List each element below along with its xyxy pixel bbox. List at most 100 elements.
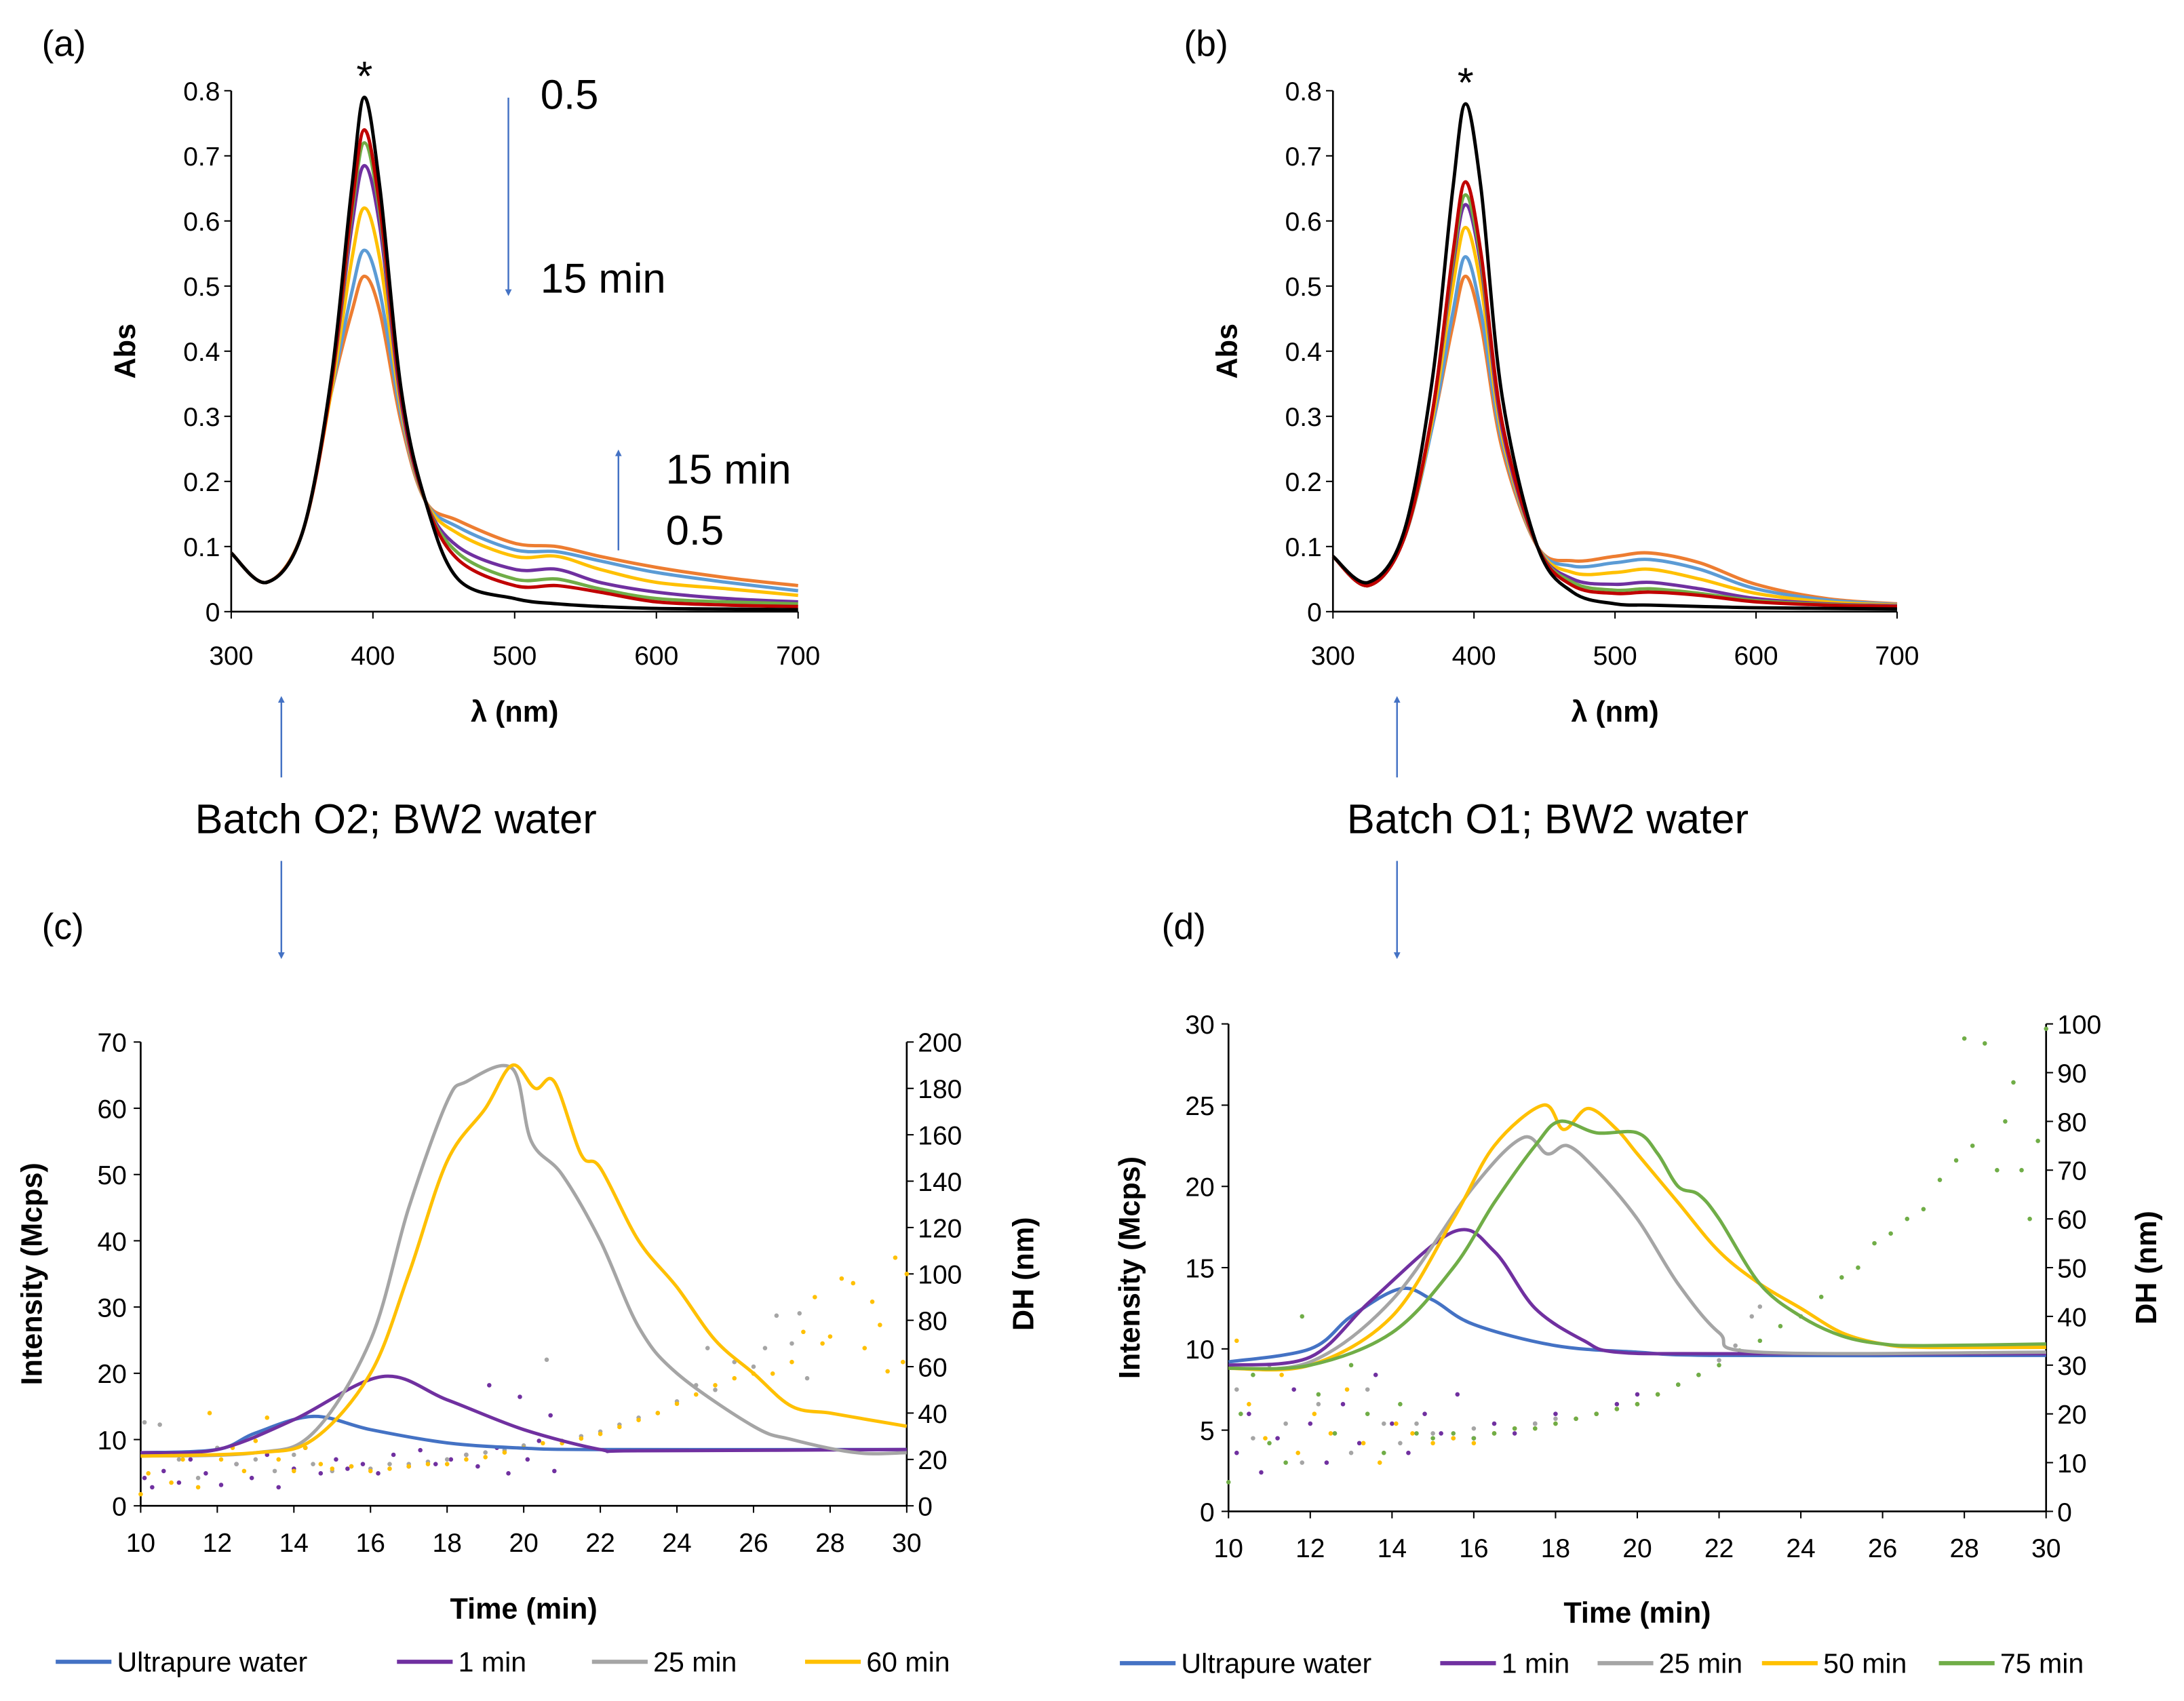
dh-point <box>1226 1480 1231 1485</box>
dh-point <box>311 1462 315 1466</box>
panel-label: (a) <box>42 24 86 64</box>
intensity-line-50-min <box>1228 1103 2046 1372</box>
dh-point <box>249 1475 254 1481</box>
dh-point <box>1491 1431 1497 1436</box>
y-tick-label: 0.8 <box>183 77 220 106</box>
legend-item: 75 min <box>1938 1648 2084 1679</box>
dh-point <box>2011 1080 2016 1085</box>
dh-point <box>2035 1138 2040 1143</box>
dh-point <box>870 1299 875 1304</box>
dh-point <box>292 1452 296 1458</box>
dh-point <box>1373 1372 1378 1377</box>
dh-point <box>169 1480 174 1485</box>
y-tick-label: 0 <box>112 1493 127 1522</box>
dh-point <box>142 1420 147 1425</box>
dh-point <box>1414 1431 1419 1436</box>
y2-tick-label: 60 <box>2057 1206 2086 1235</box>
dh-point <box>1422 1411 1427 1416</box>
dh-point <box>1962 1036 1967 1041</box>
dh-point <box>1451 1431 1456 1436</box>
dh-point <box>1533 1426 1538 1431</box>
dh-point <box>1398 1402 1403 1407</box>
y-tick-label: 50 <box>97 1161 126 1190</box>
intensity-line-25-min <box>1228 1135 2046 1371</box>
panel-label: (b) <box>1184 24 1228 64</box>
x-tick-label: 22 <box>1704 1534 1734 1563</box>
dh-point <box>1275 1436 1280 1441</box>
dh-point <box>878 1323 882 1327</box>
dh-point <box>774 1313 779 1318</box>
x-tick-label: 600 <box>1734 642 1778 671</box>
y-tick-label: 0.2 <box>183 468 220 497</box>
x-tick-label: 28 <box>815 1529 844 1558</box>
dh-point <box>1308 1421 1313 1426</box>
dh-point <box>674 1401 680 1407</box>
legend-item: 25 min <box>1597 1648 1742 1679</box>
dh-point <box>1381 1421 1386 1426</box>
dh-point <box>349 1464 354 1469</box>
x-axis-title: Time (min) <box>1563 1597 1711 1630</box>
dh-point <box>541 1441 545 1446</box>
dh-point <box>1344 1387 1350 1392</box>
dh-point <box>598 1431 603 1436</box>
dh-point <box>713 1383 718 1388</box>
dh-point <box>253 1457 258 1462</box>
intensity-line-75-min <box>1228 1119 2046 1371</box>
dh-point <box>218 1483 224 1487</box>
y-tick-label: 0.7 <box>1285 142 1322 172</box>
dh-point <box>1455 1392 1460 1397</box>
y-tick-label: 60 <box>97 1095 126 1124</box>
y2-tick-label: 160 <box>918 1122 962 1151</box>
dh-point <box>1332 1431 1338 1436</box>
intensity-line-60-min <box>140 1063 908 1458</box>
dh-point <box>762 1346 768 1350</box>
x-tick-label: 18 <box>433 1529 462 1558</box>
dh-point <box>391 1452 396 1458</box>
spectrum-line-4 <box>1331 225 1898 607</box>
dh-point <box>904 1272 910 1276</box>
dh-point <box>483 1455 488 1460</box>
legend-item: 1 min <box>397 1647 526 1678</box>
x-tick-label: 500 <box>492 642 537 671</box>
dh-point <box>851 1280 856 1286</box>
dh-point <box>234 1462 239 1466</box>
peak-marker: * <box>356 53 372 100</box>
dh-point <box>1471 1426 1477 1431</box>
legend-item: 60 min <box>804 1647 950 1678</box>
y-tick-label: 0.5 <box>183 273 220 302</box>
dh-point <box>1872 1240 1877 1246</box>
chart-panel-c: (c) 10 12 14 16 18 20 22 24 26 28 30 0 10 20 30 40 50 60 70… <box>16 907 1040 1677</box>
y-tick-label: 0.6 <box>1285 208 1322 237</box>
dh-point <box>464 1452 469 1458</box>
spectrum-line-1 <box>1331 180 1898 608</box>
dh-point <box>1377 1460 1382 1465</box>
dh-point <box>1995 1168 2000 1173</box>
dh-point <box>195 1475 201 1481</box>
dh-point <box>1471 1436 1477 1441</box>
dh-point <box>1398 1441 1403 1446</box>
dh-point <box>544 1357 549 1363</box>
dh-point <box>900 1359 905 1365</box>
legend-label: 25 min <box>653 1647 737 1678</box>
y2-tick-label: 120 <box>918 1214 962 1243</box>
legend-label: Ultrapure water <box>1181 1648 1371 1679</box>
dh-point <box>705 1346 710 1350</box>
y-tick-label: 0.1 <box>1285 533 1322 562</box>
x-tick-label: 300 <box>1311 642 1355 671</box>
y-axis-title: Intensity (Mcps) <box>16 1162 49 1385</box>
y-tick-label: 0 <box>206 598 220 627</box>
x-tick-label: 24 <box>662 1529 691 1558</box>
dh-point <box>276 1457 281 1462</box>
y-axis-title: Intensity (Mcps) <box>1114 1156 1146 1379</box>
dh-point <box>713 1387 718 1392</box>
caption-batch-o1: Batch O1; BW2 water <box>1347 796 1749 842</box>
dh-point <box>1757 1304 1763 1309</box>
dh-point <box>1406 1450 1411 1455</box>
y2-tick-label: 80 <box>2057 1108 2086 1137</box>
dh-point <box>1348 1363 1354 1368</box>
y-tick-label: 70 <box>97 1029 126 1058</box>
dh-point <box>1733 1343 1738 1348</box>
dh-point <box>345 1466 350 1471</box>
dh-point <box>1937 1177 1943 1182</box>
